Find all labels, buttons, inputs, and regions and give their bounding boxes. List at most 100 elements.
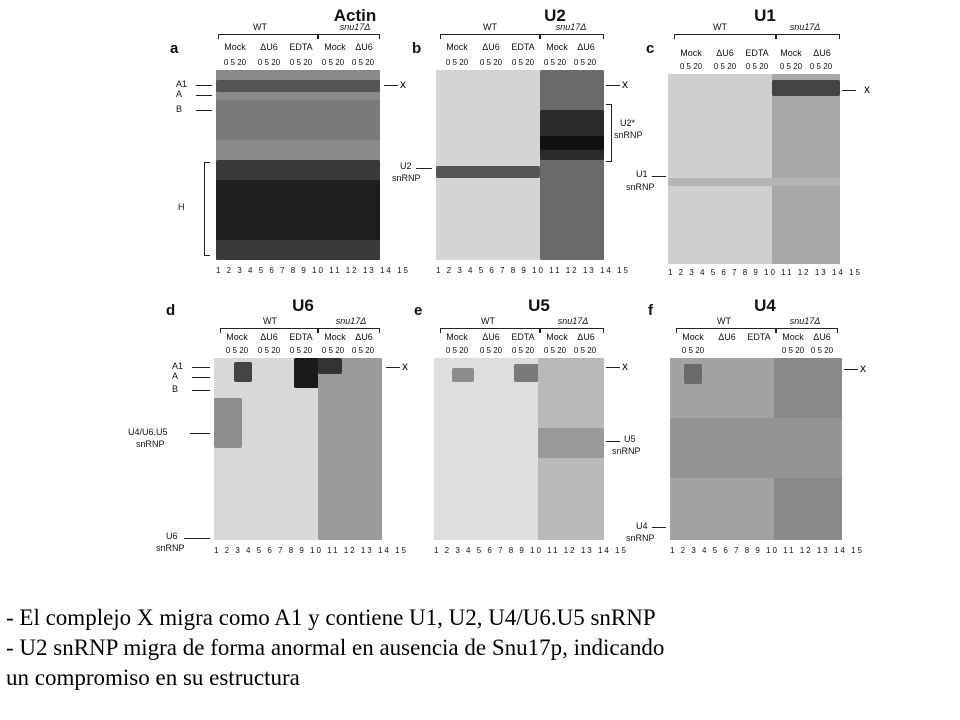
panel-letter: c	[646, 40, 655, 57]
header-wt: WT	[253, 22, 267, 32]
marker-a: A	[176, 89, 183, 99]
lane-numbers: 1 2 3 4 5 6 7 8 9 10 11 12 13 14 15	[214, 546, 408, 555]
marker-u4u6u5-snrnp: U4/U6.U5	[128, 427, 168, 437]
header-du6: ΔU6	[813, 332, 831, 342]
time-ticks: 0 5 20	[445, 58, 469, 67]
header-snu17: snu17Δ	[339, 22, 371, 32]
time-ticks: 0 5 20	[479, 346, 503, 355]
panel-letter: f	[648, 302, 653, 319]
header-du6: ΔU6	[482, 42, 500, 52]
bracket-snu17	[776, 34, 840, 39]
gel-image	[434, 358, 604, 540]
marker-x: x	[864, 82, 870, 96]
marker-u2star-snrnp: snRNP	[614, 130, 643, 140]
time-ticks: 0 5 20	[810, 346, 834, 355]
marker-b: B	[176, 104, 183, 114]
marker-u6-snrnp: snRNP	[156, 543, 185, 553]
marker-a: A	[172, 371, 179, 381]
header-mock: Mock	[226, 332, 248, 342]
header-mock: Mock	[546, 332, 568, 342]
lane-numbers: 1 2 3 4 5 6 7 8 9 10 11 12 13 14 15	[668, 268, 862, 277]
time-ticks: 0 5 20	[681, 346, 705, 355]
marker-u4u6u5-snrnp: snRNP	[136, 439, 165, 449]
caption-line-2: - U2 snRNP migra de forma anormal en aus…	[6, 635, 665, 660]
time-ticks: 0 5 20	[809, 62, 833, 71]
time-ticks: 0 5 20	[445, 346, 469, 355]
panel-letter: b	[412, 40, 422, 57]
header-mock: Mock	[224, 42, 246, 52]
panel-letter: a	[170, 40, 179, 57]
header-du6: ΔU6	[716, 48, 734, 58]
bracket-wt	[440, 328, 540, 333]
time-ticks: 0 5 20	[779, 62, 803, 71]
bracket-snu17	[318, 328, 380, 333]
time-ticks: 0 5 20	[351, 346, 375, 355]
time-ticks: 0 5 20	[321, 346, 345, 355]
header-du6: ΔU6	[813, 48, 831, 58]
marker-u4-snrnp: U4	[636, 521, 648, 531]
header-edta: EDTA	[745, 48, 769, 58]
header-wt: WT	[713, 22, 727, 32]
caption-line-3: un compromiso en su estructura	[6, 665, 300, 690]
panel-title: U1	[754, 6, 776, 25]
header-mock: Mock	[780, 48, 802, 58]
header-wt: WT	[481, 316, 495, 326]
marker-u2-snrnp: snRNP	[392, 173, 421, 183]
marker-u6-snrnp: U6	[166, 531, 178, 541]
gel-image	[216, 70, 380, 260]
header-snu17: snu17Δ	[789, 22, 821, 32]
time-ticks: 0 5 20	[351, 58, 375, 67]
bracket-wt	[440, 34, 540, 39]
header-wt: WT	[483, 22, 497, 32]
caption-line-1: - El complejo X migra como A1 y contiene…	[6, 605, 656, 630]
panel-title: U2	[544, 6, 566, 25]
header-mock: Mock	[446, 332, 468, 342]
bracket-snu17	[776, 328, 838, 333]
marker-x: x	[622, 359, 628, 373]
marker-x: x	[622, 77, 628, 91]
bracket-snu17	[540, 34, 604, 39]
time-ticks: 0 5 20	[479, 58, 503, 67]
header-wt: WT	[717, 316, 731, 326]
lane-numbers: 1 2 3 4 5 6 7 8 9 10 11 12 13 14 15	[216, 266, 410, 275]
time-ticks: 0 5 20	[573, 58, 597, 67]
header-snu17: snu17Δ	[555, 22, 587, 32]
header-mock: Mock	[324, 332, 346, 342]
header-mock: Mock	[546, 42, 568, 52]
header-du6: ΔU6	[260, 42, 278, 52]
time-ticks: 0 5 20	[257, 346, 281, 355]
header-mock: Mock	[446, 42, 468, 52]
bracket-wt	[220, 328, 318, 333]
marker-u1-snrnp: snRNP	[626, 182, 655, 192]
header-snu17: snu17Δ	[335, 316, 367, 326]
marker-u2star-snrnp: U2*	[620, 118, 636, 128]
time-ticks: 0 5 20	[289, 58, 313, 67]
bracket-wt	[218, 34, 318, 39]
marker-a1: A1	[172, 361, 184, 371]
marker-u5-snrnp: snRNP	[612, 446, 641, 456]
header-du6: ΔU6	[577, 332, 595, 342]
header-mock: Mock	[324, 42, 346, 52]
header-edta: EDTA	[289, 332, 313, 342]
gel-image	[436, 70, 604, 260]
marker-h: H	[178, 202, 185, 212]
marker-x: x	[860, 361, 866, 375]
time-ticks: 0 5 20	[543, 346, 567, 355]
header-edta: EDTA	[747, 332, 771, 342]
time-ticks: 0 5 20	[713, 62, 737, 71]
lane-numbers: 1 2 3 4 5 6 7 8 9 10 11 12 13 14 15	[436, 266, 630, 275]
marker-b: B	[172, 384, 179, 394]
time-ticks: 0 5 20	[511, 346, 535, 355]
header-snu17: snu17Δ	[557, 316, 589, 326]
marker-u4-snrnp: snRNP	[626, 533, 655, 543]
gel-image	[214, 358, 382, 540]
time-ticks: 0 5 20	[225, 346, 249, 355]
time-ticks: 0 5 20	[321, 58, 345, 67]
panel-title: U4	[754, 296, 776, 315]
bracket-snu17	[540, 328, 604, 333]
header-edta: EDTA	[289, 42, 313, 52]
marker-x: x	[402, 359, 408, 373]
marker-u2-snrnp: U2	[400, 161, 412, 171]
header-snu17: snu17Δ	[789, 316, 821, 326]
header-du6: ΔU6	[260, 332, 278, 342]
